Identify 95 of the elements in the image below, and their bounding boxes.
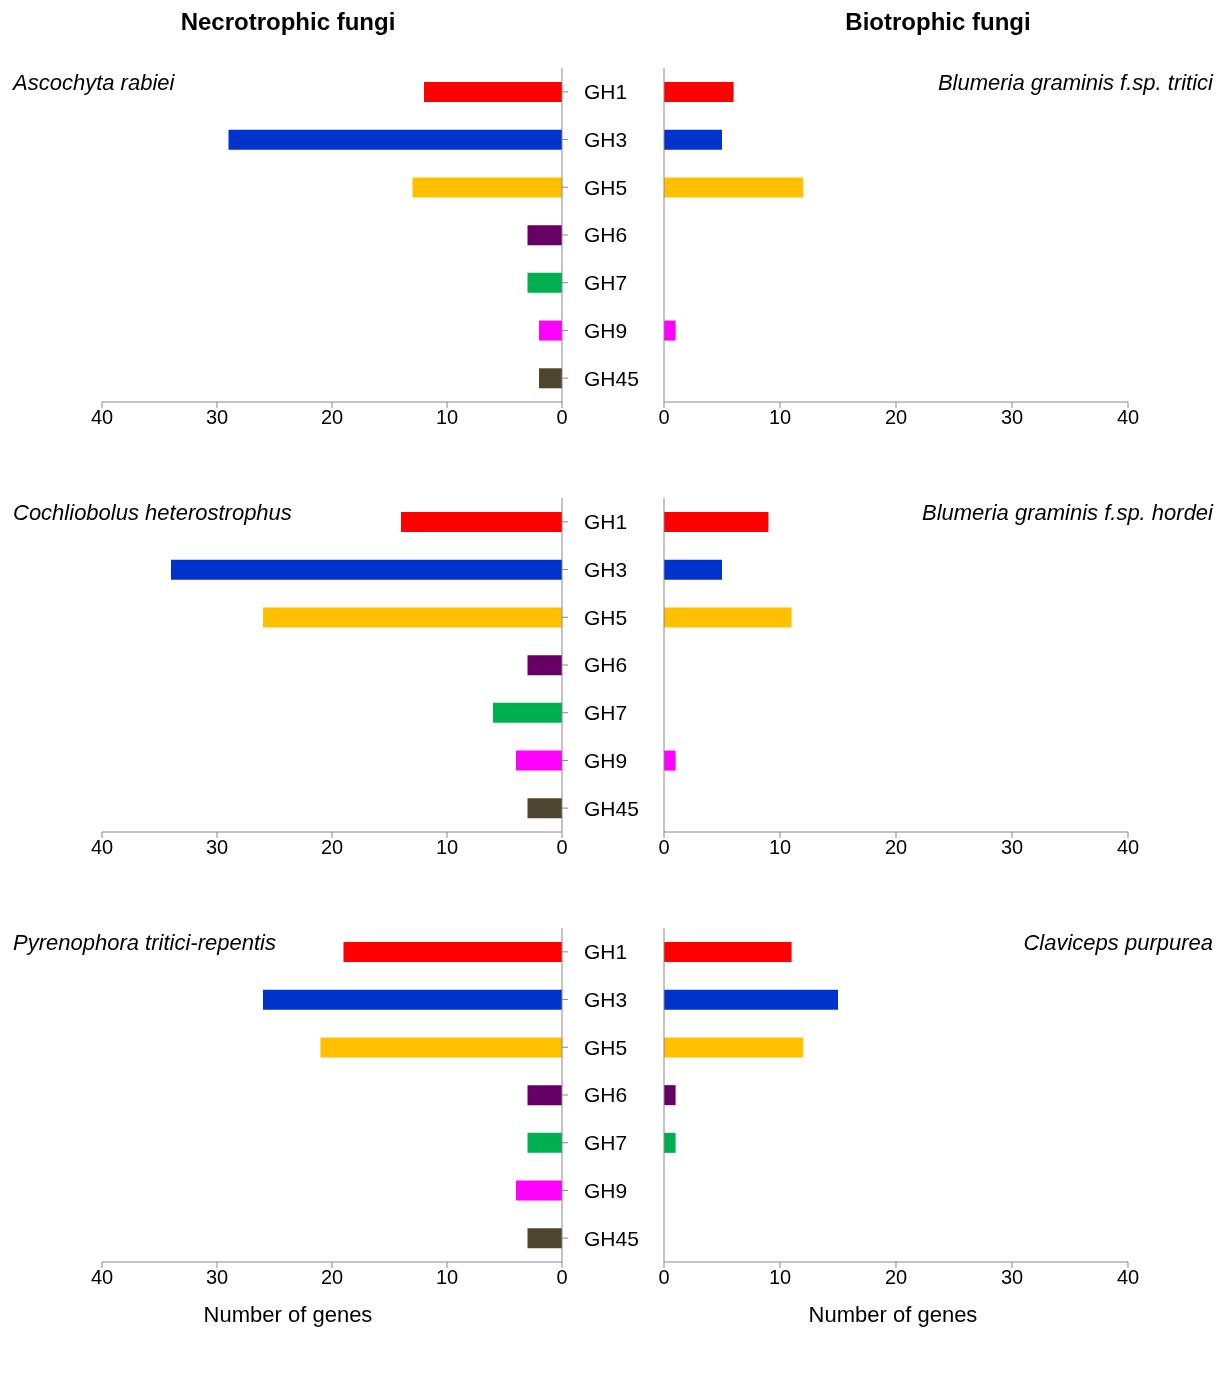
y-tick-label: GH9 <box>584 748 628 772</box>
bar <box>664 559 722 580</box>
bar <box>493 702 562 723</box>
bar <box>401 512 562 532</box>
x-tick-label: 30 <box>205 406 229 429</box>
y-tick-label: GH3 <box>584 128 628 152</box>
x-tick-label: 10 <box>435 1266 459 1289</box>
bar <box>539 368 562 389</box>
bar <box>228 129 562 150</box>
x-axis-title: Number of genes <box>807 1302 979 1328</box>
x-tick-label: 40 <box>90 1266 114 1289</box>
y-tick-label: GH1 <box>584 510 628 534</box>
x-tick-label: 40 <box>1116 406 1140 429</box>
y-tick-label: GH45 <box>584 796 639 820</box>
bar <box>664 320 676 341</box>
x-tick-label: 30 <box>1000 836 1024 859</box>
bar <box>527 655 562 676</box>
y-tick-label: GH5 <box>584 175 628 199</box>
bar <box>527 1085 562 1106</box>
y-tick-label: GH5 <box>584 1035 628 1059</box>
x-tick-label: 10 <box>435 406 459 429</box>
x-tick-label: 30 <box>205 1266 229 1289</box>
chart-subtitle: Claviceps purpurea <box>1023 930 1213 956</box>
x-tick-label: 40 <box>1116 1266 1140 1289</box>
x-tick-label: 10 <box>768 406 792 429</box>
chart-subtitle: Cochliobolus heterostrophus <box>13 500 292 526</box>
x-tick-label: 20 <box>320 406 344 429</box>
y-tick-label: GH45 <box>584 366 639 390</box>
y-tick-label: GH3 <box>584 988 628 1012</box>
bar <box>664 989 838 1010</box>
bar <box>263 989 562 1010</box>
bar <box>424 82 562 102</box>
bar <box>527 272 562 293</box>
bar <box>527 1228 562 1249</box>
bar <box>664 942 792 962</box>
x-tick-label: 0 <box>556 406 568 429</box>
chart-subtitle: Ascochyta rabiei <box>13 70 175 96</box>
x-tick-label: 40 <box>90 836 114 859</box>
y-tick-label: GH45 <box>584 1226 639 1250</box>
x-tick-label: 10 <box>768 1266 792 1289</box>
bar <box>412 177 562 198</box>
bar <box>263 607 562 628</box>
x-tick-label: 20 <box>884 1266 908 1289</box>
x-axis-title: Number of genes <box>202 1302 374 1328</box>
x-tick-label: 20 <box>884 836 908 859</box>
bar <box>664 607 792 628</box>
y-tick-label: GH1 <box>584 80 628 104</box>
bar <box>664 1037 804 1058</box>
x-tick-label: 40 <box>1116 836 1140 859</box>
bar <box>527 798 562 819</box>
x-tick-label: 10 <box>435 836 459 859</box>
y-tick-label: GH6 <box>584 223 628 247</box>
bar <box>664 129 722 150</box>
bar <box>527 1132 562 1153</box>
y-tick-label: GH7 <box>584 701 628 725</box>
bar <box>516 750 562 771</box>
bar <box>664 1132 676 1153</box>
chart-subtitle: Pyrenophora tritici-repentis <box>13 930 276 956</box>
x-tick-label: 0 <box>556 836 568 859</box>
x-tick-label: 0 <box>658 1266 670 1289</box>
y-tick-label: GH1 <box>584 940 628 964</box>
x-tick-label: 20 <box>884 406 908 429</box>
x-tick-label: 10 <box>768 836 792 859</box>
chart-title: Necrotrophic fungi <box>179 8 397 37</box>
y-tick-label: GH3 <box>584 558 628 582</box>
bar <box>664 512 769 532</box>
x-tick-label: 30 <box>205 836 229 859</box>
bar <box>171 559 562 580</box>
bar <box>539 320 562 341</box>
y-tick-label: GH5 <box>584 605 628 629</box>
bar <box>664 82 734 102</box>
x-tick-label: 20 <box>320 836 344 859</box>
y-tick-label: GH7 <box>584 271 628 295</box>
bar <box>516 1180 562 1201</box>
chart-title: Biotrophic fungi <box>844 8 1032 37</box>
x-tick-label: 20 <box>320 1266 344 1289</box>
bar <box>664 177 804 198</box>
y-tick-label: GH9 <box>584 1178 628 1202</box>
bar <box>527 225 562 246</box>
bar <box>664 1085 676 1106</box>
bar <box>664 750 676 771</box>
bar <box>320 1037 562 1058</box>
x-tick-label: 30 <box>1000 406 1024 429</box>
x-tick-label: 0 <box>658 836 670 859</box>
x-tick-label: 0 <box>658 406 670 429</box>
chart-subtitle: Blumeria graminis f.sp. tritici <box>937 70 1213 96</box>
y-tick-label: GH7 <box>584 1131 628 1155</box>
x-tick-label: 0 <box>556 1266 568 1289</box>
y-tick-label: GH6 <box>584 1083 628 1107</box>
bar <box>343 942 562 962</box>
chart-subtitle: Blumeria graminis f.sp. hordei <box>921 500 1213 526</box>
x-tick-label: 30 <box>1000 1266 1024 1289</box>
y-tick-label: GH6 <box>584 653 628 677</box>
x-tick-label: 40 <box>90 406 114 429</box>
y-tick-label: GH9 <box>584 318 628 342</box>
